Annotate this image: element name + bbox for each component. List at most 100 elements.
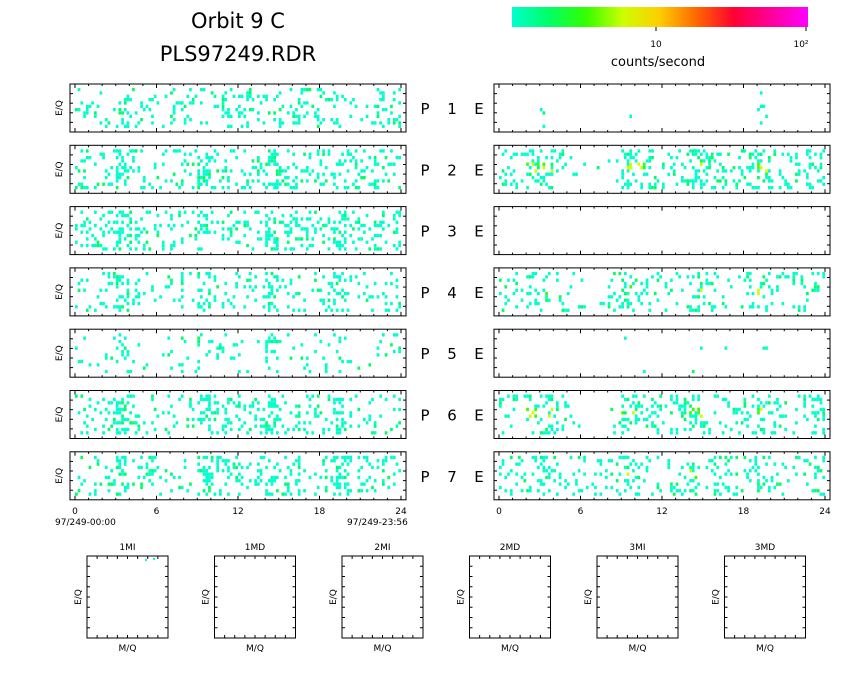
- row-4-left-panel-cell: [132, 301, 135, 306]
- row-3-left-panel-cell: [186, 220, 190, 224]
- row-2-left-panel-cell: [273, 156, 276, 160]
- row-6-left-panel-cell: [113, 411, 116, 415]
- row-7-left-panel-cell: [248, 462, 252, 466]
- row-2-right-panel-cell: [808, 182, 812, 186]
- row-3-left-panel-cell: [85, 243, 89, 248]
- row-7-right-panel-cell: [689, 465, 692, 470]
- row-4-left-panel-cell: [276, 308, 279, 312]
- row-1-left-panel-cell: [91, 101, 94, 105]
- row-2-left-panel-cell: [300, 169, 304, 173]
- row-7-right-panel-cell: [670, 482, 673, 486]
- row-3-left-panel-cell: [221, 227, 225, 231]
- row-1-right-panel-cell: [629, 114, 633, 118]
- row-2-left-panel-cell: [335, 186, 339, 190]
- row-5-left-panel-cell: [333, 333, 336, 337]
- row-2-right-panel-cell: [624, 152, 627, 156]
- row-2-left-panel-cell: [343, 159, 347, 163]
- row-6-left-panel-cell: [227, 401, 230, 405]
- row-2-right-panel-cell: [634, 179, 638, 183]
- row-1-left-panel-cell: [151, 98, 154, 102]
- row-5-left-panel-cell: [270, 349, 274, 354]
- row-2-right-panel-cell: [738, 179, 741, 183]
- row-6-left-panel-cell: [229, 421, 233, 425]
- row-3-left-panel-cell: [142, 243, 146, 248]
- row-6-left-panel-cell: [273, 397, 276, 402]
- row-5-left-panel-cell: [186, 356, 190, 360]
- row-2-left-panel-cell: [180, 182, 184, 186]
- row-4-left-panel-cell: [113, 305, 116, 309]
- row-3-left-panel-cell: [210, 220, 214, 224]
- row-1-left-panel-cell: [349, 114, 353, 118]
- row-4-left-panel-cell: [395, 295, 399, 299]
- row-3-left-panel-cell: [384, 240, 388, 244]
- row-3-left-panel-cell: [221, 237, 225, 241]
- row-7-right-panel-cell: [637, 475, 641, 480]
- row-2-left-panel-cell: [276, 179, 279, 183]
- row-4-right-panel-cell: [624, 285, 627, 289]
- row-4-right-panel-cell: [626, 305, 630, 309]
- row-7-right-panel-cell: [545, 469, 548, 473]
- row-6-left-panel-cell: [262, 417, 266, 422]
- row-6-left-panel-cell: [208, 427, 211, 432]
- row-7-right-panel-cell: [795, 455, 798, 460]
- row-2-right-panel-cell: [819, 162, 823, 166]
- row-4-left-panel-cell: [197, 271, 200, 276]
- row-7-right-panel-cell: [729, 455, 733, 460]
- row-6-right-panel-cell: [499, 404, 502, 408]
- row-6-right-panel-cell: [811, 411, 815, 415]
- row-7-number: 7: [447, 468, 457, 486]
- row-4-left-panel-cell: [118, 278, 122, 282]
- row-2-right-panel-cell: [643, 162, 646, 166]
- row-4-right-panel-cell: [613, 271, 616, 276]
- row-4-left-panel-cell: [330, 308, 334, 312]
- row-7-right-panel-cell: [526, 489, 529, 493]
- row-2-right-panel-cell: [556, 169, 559, 173]
- row-1-left-panel-cell: [99, 121, 103, 125]
- row-4-left-panel-cell: [333, 271, 336, 276]
- row-4-left-panel-cell: [311, 288, 315, 292]
- row-4-right-panel-cell: [816, 288, 820, 292]
- row-2-left-panel-cell: [123, 179, 127, 183]
- row-4-left-panel-cell: [102, 301, 105, 306]
- row-2-right-panel-cell: [808, 186, 812, 190]
- row-7-left-panel-cell: [104, 475, 108, 480]
- row-1-right-panel-cell: [759, 104, 763, 108]
- row-1-left-panel-cell: [183, 121, 187, 125]
- row-6-left-panel-cell: [180, 394, 184, 398]
- row-7-right-panel-cell: [727, 489, 730, 493]
- row-7-left-panel-cell: [297, 479, 301, 483]
- row-2-left-panel-cell: [110, 182, 113, 186]
- row-2-right-panel-cell: [504, 172, 508, 176]
- row-1-left-panel-cell: [319, 94, 323, 98]
- row-6-left-panel-cell: [398, 407, 401, 412]
- row-2-left-panel-cell: [178, 149, 181, 153]
- row-6-right-panel-cell: [803, 394, 806, 398]
- row-2-left-panel-cell: [83, 169, 86, 173]
- row-1-left-panel-cell: [259, 101, 263, 105]
- row-4-right-panel-cell: [624, 281, 627, 286]
- row-2-right-panel-cell: [667, 152, 671, 156]
- row-6-right-panel-cell: [689, 411, 692, 415]
- row-4-left-panel-cell: [286, 305, 290, 309]
- row-7-left-panel-cell: [216, 455, 219, 460]
- row-7-left-panel-cell: [235, 455, 238, 460]
- row-2-left-panel-cell: [354, 159, 358, 163]
- row-6-right-panel-cell: [577, 424, 581, 428]
- row-7-left-panel-cell: [178, 475, 181, 480]
- row-3-left-panel-cell: [295, 237, 298, 241]
- row-4-right-panel-cell: [781, 271, 785, 276]
- row-4-left-panel-cell: [270, 271, 274, 276]
- row-4-right-panel-cell: [751, 305, 755, 309]
- row-3-left-panel-cell: [200, 210, 203, 214]
- row-5-left-panel-cell: [221, 346, 225, 350]
- row-4-right-panel-cell: [675, 271, 679, 276]
- row-3-left-panel-cell: [170, 227, 173, 231]
- row-6-left-panel-cell: [267, 401, 271, 405]
- row-6-right-panel-cell: [683, 411, 687, 415]
- row-7-left-panel-cell: [205, 482, 209, 486]
- row-3-left-panel-cell: [289, 220, 293, 224]
- row-5-left-panel-cell: [265, 349, 268, 354]
- row-7-left-panel-cell: [297, 455, 301, 460]
- row-6-left-panel-cell: [270, 401, 274, 405]
- row-5-left-panel-cell: [83, 336, 86, 340]
